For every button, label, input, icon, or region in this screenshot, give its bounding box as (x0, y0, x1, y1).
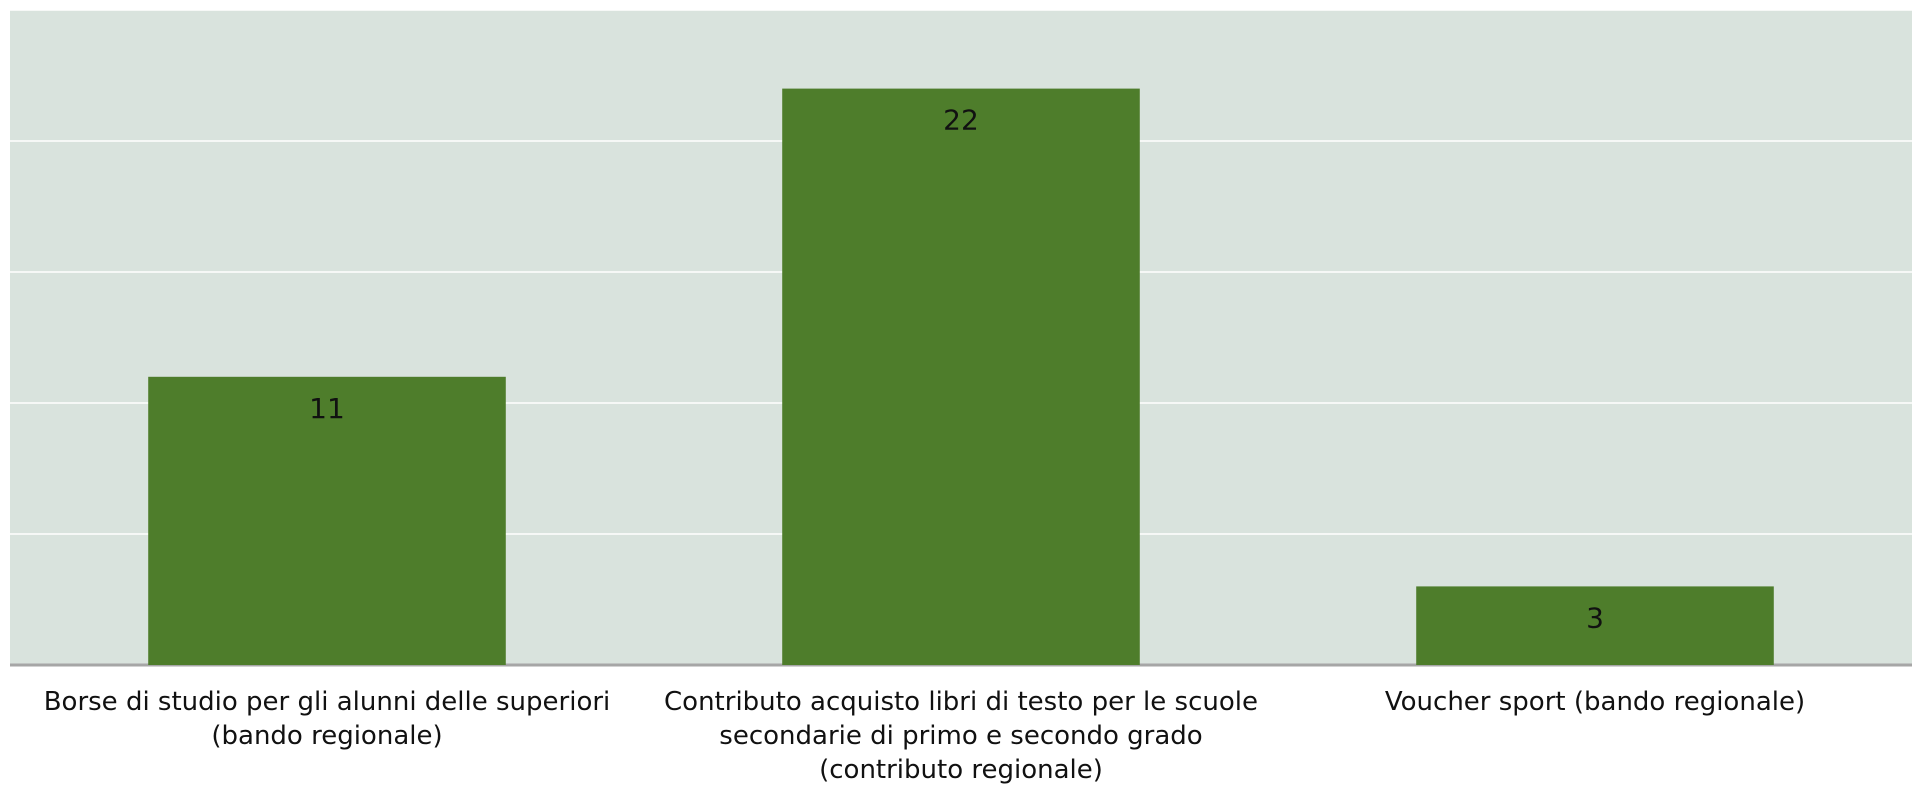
bar (148, 376, 506, 665)
data-label: 11 (309, 392, 345, 425)
x-tick-label: Contributo acquisto libri di testo per l… (664, 687, 1258, 785)
bar (1416, 586, 1774, 665)
data-label: 3 (1586, 601, 1604, 634)
x-tick-label: Voucher sport (bando regionale) (1384, 687, 1806, 717)
bar (782, 88, 1140, 666)
data-label: 22 (943, 104, 979, 137)
x-tick-label: Borse di studio per gli alunni delle sup… (43, 687, 611, 751)
